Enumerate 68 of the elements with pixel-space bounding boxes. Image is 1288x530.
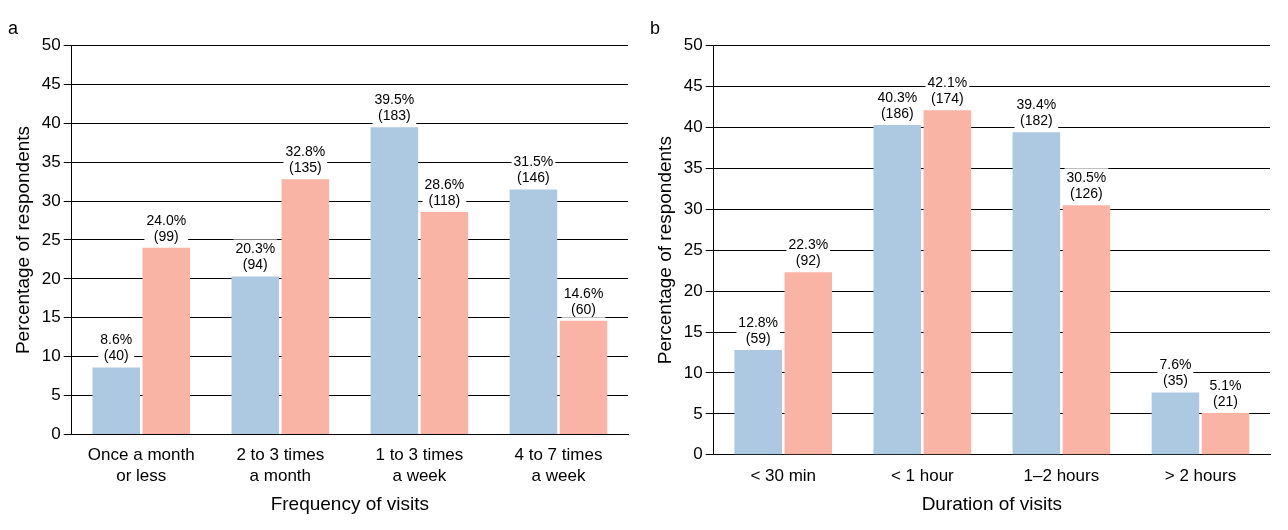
bar <box>1012 132 1061 455</box>
y-axis-title: Percentage of respondents <box>11 125 33 355</box>
y-tick-label: 40 <box>41 113 61 133</box>
y-tick-label: 5 <box>693 403 703 423</box>
data-label: 30.5% (126) <box>1066 169 1107 202</box>
x-tick-label: > 2 hours <box>1164 465 1237 485</box>
data-label: 22.3% (92) <box>788 236 829 269</box>
data-label: 28.6% (118) <box>424 175 465 208</box>
y-tick-label: 45 <box>41 74 61 94</box>
y-tick-label: 50 <box>41 35 61 55</box>
data-label: 20.3% (94) <box>235 240 276 273</box>
x-axis-title: Duration of visits <box>921 492 1063 514</box>
bar <box>231 276 280 434</box>
bar <box>92 367 140 434</box>
data-label: 39.5% (183) <box>374 91 415 124</box>
x-tick-label: Once a month or less <box>87 445 195 485</box>
bar <box>559 320 608 434</box>
bar <box>1151 392 1200 455</box>
x-tick-label: 4 to 7 times a week <box>514 445 603 485</box>
bar <box>923 110 972 455</box>
x-tick-label: 1–2 hours <box>1023 465 1100 485</box>
y-tick-label: 15 <box>41 307 61 327</box>
x-tick-label: < 1 hour <box>890 465 955 485</box>
y-tick-label: 35 <box>683 158 703 178</box>
y-tick-label: 25 <box>41 229 61 249</box>
bar <box>370 127 419 434</box>
y-tick-label: 0 <box>51 424 61 444</box>
y-tick-label: 40 <box>683 117 703 137</box>
x-axis-title: Frequency of visits <box>270 492 430 514</box>
y-tick-label: 35 <box>41 151 61 171</box>
y-tick-label: 30 <box>683 198 703 218</box>
y-tick-label: 10 <box>41 346 61 366</box>
bar <box>873 124 922 455</box>
y-axis-title: Percentage of respondents <box>653 136 675 365</box>
bar <box>509 189 558 434</box>
chart-title: b <box>650 17 661 38</box>
data-label: 8.6% (40) <box>100 331 133 364</box>
y-tick-label: 50 <box>683 35 703 55</box>
bar <box>420 212 469 434</box>
bar <box>281 179 330 434</box>
y-tick-label: 30 <box>41 190 61 210</box>
data-label: 31.5% (146) <box>513 153 554 186</box>
y-tick-label: 20 <box>41 268 61 288</box>
data-label: 32.8% (135) <box>285 143 326 176</box>
data-label: 40.3% (186) <box>877 88 918 121</box>
data-label: 14.6% (60) <box>563 284 604 317</box>
data-label: 24.0% (99) <box>146 211 187 244</box>
data-label: 12.8% (59) <box>738 313 779 346</box>
y-tick-label: 0 <box>693 444 703 464</box>
y-tick-label: 15 <box>683 321 703 341</box>
bar <box>1062 205 1111 455</box>
bar <box>734 350 782 455</box>
y-tick-label: 5 <box>51 385 61 405</box>
data-label: 42.1% (174) <box>927 74 968 107</box>
x-tick-label: 1 to 3 times a week <box>375 445 464 485</box>
y-tick-label: 45 <box>683 76 703 96</box>
y-tick-label: 20 <box>683 280 703 300</box>
y-tick-label: 25 <box>683 239 703 259</box>
bar <box>142 247 191 434</box>
x-tick-label: 2 to 3 times a month <box>236 445 325 485</box>
data-label: 39.4% (182) <box>1016 96 1057 129</box>
x-tick-label: < 30 min <box>750 465 817 485</box>
chart-title: a <box>8 17 19 38</box>
data-label: 5.1% (21) <box>1209 376 1242 409</box>
data-label: 7.6% (35) <box>1159 356 1192 389</box>
y-tick-label: 10 <box>683 362 703 382</box>
bar <box>1201 413 1250 455</box>
bar <box>784 272 833 455</box>
